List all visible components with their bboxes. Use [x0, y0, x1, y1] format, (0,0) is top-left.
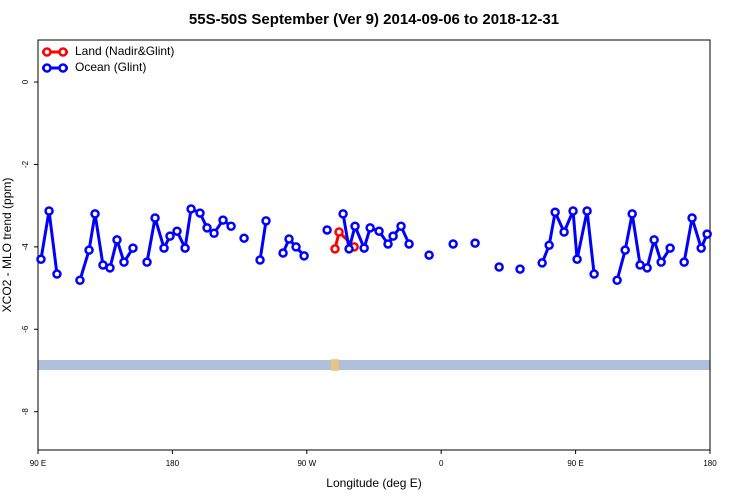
point	[376, 228, 383, 235]
legend-marker	[60, 65, 67, 72]
point	[293, 243, 300, 250]
point	[280, 250, 287, 257]
point	[614, 277, 621, 284]
point	[336, 229, 343, 236]
legend-label: Land (Nadir&Glint)	[75, 44, 174, 58]
legend-marker	[60, 49, 67, 56]
point	[539, 259, 546, 266]
point	[182, 245, 189, 252]
x-axis-label: Longitude (deg E)	[326, 476, 421, 490]
point	[46, 208, 53, 215]
y-tick-label: -8	[21, 408, 30, 416]
point	[161, 245, 168, 252]
point	[450, 240, 457, 247]
point	[570, 208, 577, 215]
point	[332, 245, 339, 252]
point	[472, 240, 479, 247]
point	[76, 277, 83, 284]
point	[174, 228, 181, 235]
chart: 55S-50S September (Ver 9) 2014-09-06 to …	[0, 0, 750, 500]
point	[517, 266, 524, 273]
point	[667, 245, 674, 252]
point	[241, 235, 248, 242]
point	[129, 245, 136, 252]
point	[361, 245, 368, 252]
point	[496, 264, 503, 271]
point	[211, 230, 218, 237]
point	[37, 256, 44, 263]
point	[651, 236, 658, 243]
point	[86, 247, 93, 254]
point	[658, 259, 665, 266]
point	[204, 224, 211, 231]
point	[552, 209, 559, 216]
x-tick-label: 180	[166, 459, 180, 468]
point	[197, 210, 204, 217]
point	[340, 210, 347, 217]
point	[591, 271, 598, 278]
point	[574, 256, 581, 263]
y-tick-label: -4	[21, 243, 30, 251]
point	[584, 208, 591, 215]
point	[385, 240, 392, 247]
point	[113, 236, 120, 243]
point	[188, 205, 195, 212]
point	[390, 233, 397, 240]
point	[106, 264, 113, 271]
x-tick-label: 90 E	[30, 459, 46, 468]
y-tick-label: -2	[21, 160, 30, 168]
point	[220, 217, 227, 224]
point	[704, 231, 711, 238]
point	[406, 240, 413, 247]
point	[546, 242, 553, 249]
point	[426, 252, 433, 259]
point	[367, 224, 374, 231]
point	[144, 259, 151, 266]
point	[689, 215, 696, 222]
point	[698, 245, 705, 252]
point	[121, 259, 128, 266]
point	[152, 215, 159, 222]
point	[324, 226, 331, 233]
band	[38, 360, 710, 370]
y-axis-label: XCO2 - MLO trend (ppm)	[0, 178, 14, 313]
x-tick-label: 0	[439, 459, 444, 468]
point	[263, 217, 270, 224]
point	[167, 233, 174, 240]
point	[286, 236, 293, 243]
x-tick-label: 180	[703, 459, 717, 468]
point	[561, 229, 568, 236]
chart-title: 55S-50S September (Ver 9) 2014-09-06 to …	[189, 11, 559, 28]
band-spot	[331, 359, 339, 371]
y-tick-label: 0	[21, 79, 30, 84]
point	[644, 264, 651, 271]
point	[301, 252, 308, 259]
point	[228, 223, 235, 230]
point	[346, 245, 353, 252]
point	[398, 223, 405, 230]
point	[53, 271, 60, 278]
point	[257, 257, 264, 264]
x-tick-label: 90 W	[297, 459, 316, 468]
point	[681, 259, 688, 266]
point	[629, 210, 636, 217]
legend-marker	[44, 49, 51, 56]
x-tick-label: 90 E	[567, 459, 583, 468]
point	[622, 247, 629, 254]
point	[92, 210, 99, 217]
y-tick-label: -6	[21, 325, 30, 333]
legend-marker	[44, 65, 51, 72]
point	[352, 223, 359, 230]
legend-label: Ocean (Glint)	[75, 60, 146, 74]
